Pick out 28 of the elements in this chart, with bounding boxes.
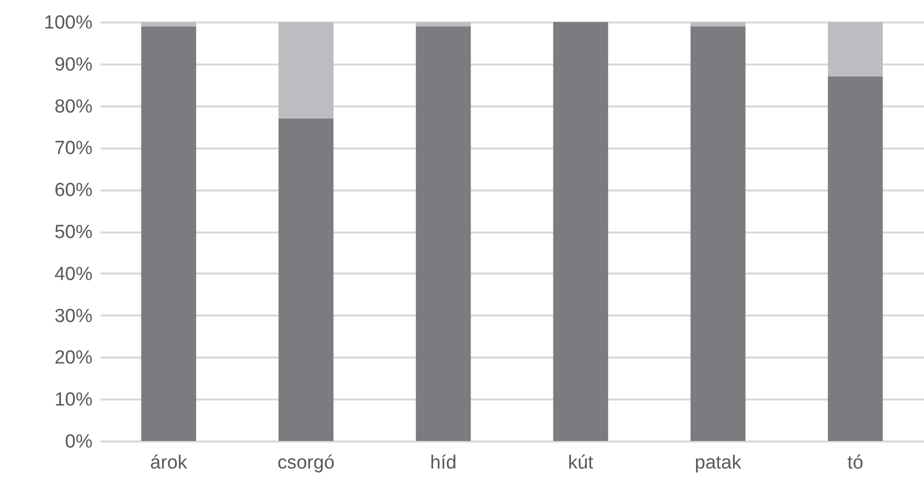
bar (690, 26, 746, 441)
y-tick-label: 30% (54, 306, 93, 327)
x-tick-label: patak (694, 452, 742, 474)
x-tick-label: híd (430, 452, 457, 474)
bar (416, 22, 471, 26)
x-tick-label: tó (847, 452, 864, 474)
bar (828, 22, 883, 76)
y-tick-label: 60% (54, 180, 93, 202)
y-tick-label: 70% (54, 138, 93, 160)
x-tick-label: csorgó (277, 452, 335, 474)
bar (828, 76, 883, 441)
x-tick-label: kút (568, 452, 594, 474)
y-tick-label: 90% (54, 54, 93, 76)
y-tick-label: 40% (54, 264, 93, 285)
bar (278, 118, 334, 441)
bar (690, 22, 746, 26)
y-tick-label: 10% (54, 390, 93, 411)
bar (553, 22, 608, 441)
y-tick-label: 80% (54, 96, 93, 118)
x-tick-label: árok (150, 452, 188, 474)
y-tick-label: 100% (44, 12, 93, 34)
y-tick-label: 20% (54, 348, 93, 369)
bar (141, 22, 196, 26)
bar (141, 26, 196, 441)
y-tick-label: 0% (65, 432, 93, 452)
bar (278, 22, 334, 118)
bar (416, 26, 471, 441)
y-tick-label: 50% (54, 222, 93, 243)
